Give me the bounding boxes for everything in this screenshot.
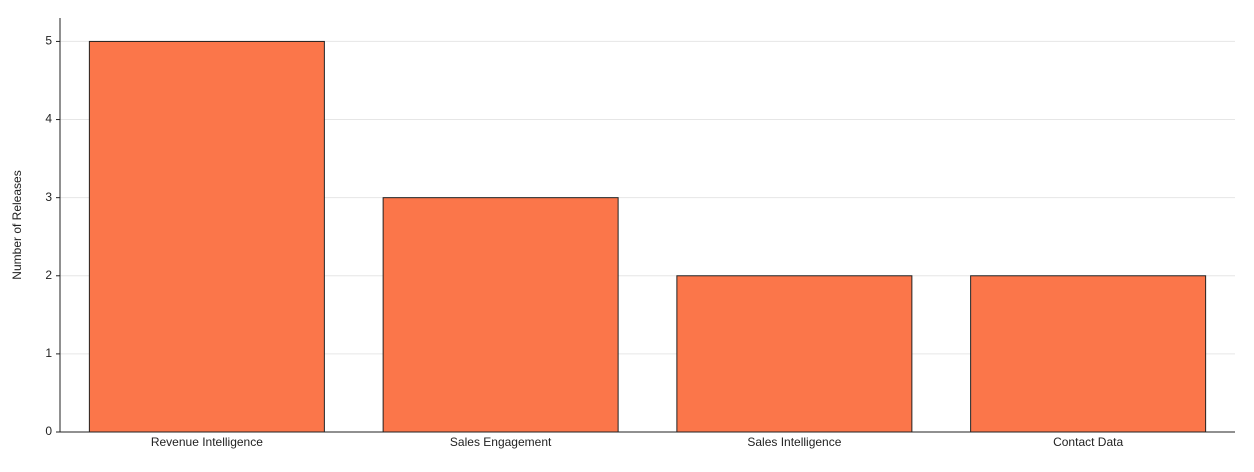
bar [676, 275, 913, 433]
bar [88, 40, 325, 433]
y-tick-label: 5 [45, 34, 52, 48]
x-tick-label: Sales Engagement [450, 435, 552, 449]
y-tick-label: 4 [45, 112, 52, 126]
y-tick-label: 3 [45, 190, 52, 204]
y-tick-label: 1 [45, 346, 52, 360]
x-tick-label: Sales Intelligence [747, 435, 841, 449]
y-axis-label: Number of Releases [10, 170, 24, 279]
x-tick-label: Contact Data [1053, 435, 1123, 449]
y-tick-label: 2 [45, 268, 52, 282]
bar [382, 197, 619, 433]
y-tick-label: 0 [45, 424, 52, 438]
x-tick-label: Revenue Intelligence [151, 435, 263, 449]
bar [970, 275, 1207, 433]
